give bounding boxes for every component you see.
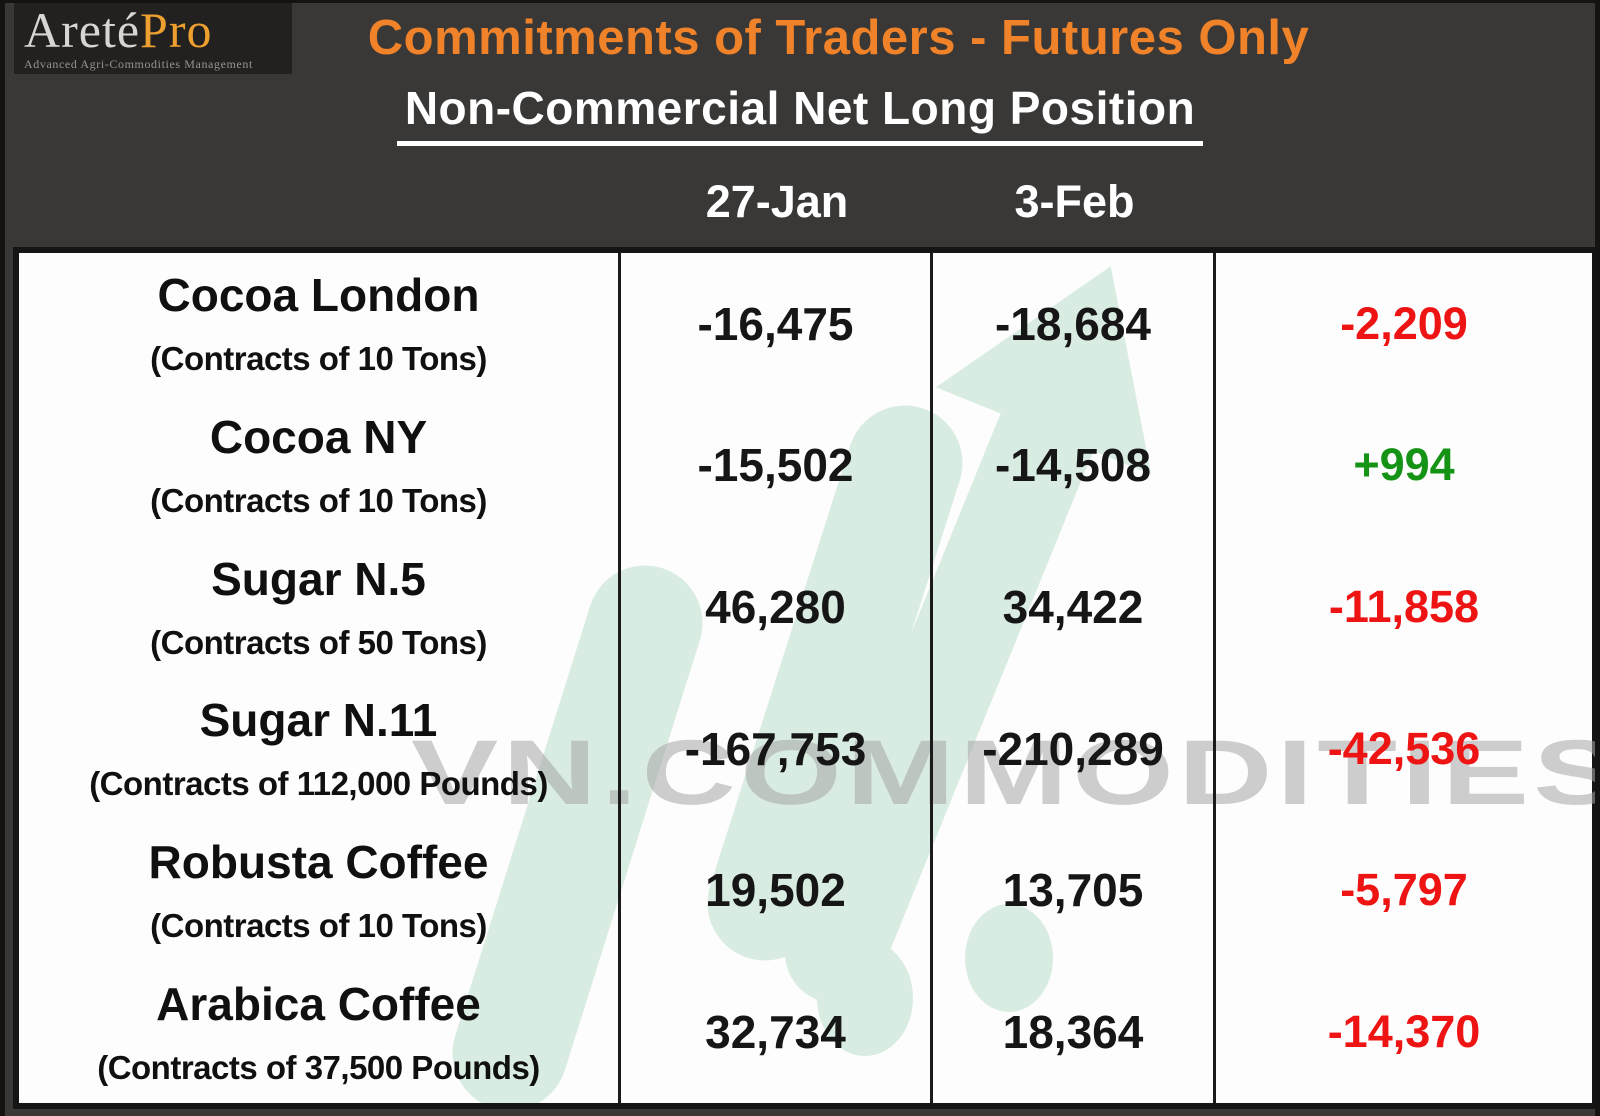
commodity-unit: (Contracts of 50 Tons) bbox=[150, 623, 487, 661]
value-cell-3feb: -210,289 bbox=[933, 678, 1216, 820]
logo-tagline: Advanced Agri-Commodities Management bbox=[24, 56, 253, 71]
commodity-name: Robusta Coffee bbox=[148, 835, 489, 888]
table-row-cocoa-ny-label: Cocoa NY (Contracts of 10 Tons) bbox=[19, 394, 621, 537]
commodity-name: Sugar N.5 bbox=[211, 552, 426, 605]
page-subtitle: Non-Commercial Net Long Position bbox=[396, 81, 1204, 146]
page-title: Commitments of Traders - Futures Only bbox=[367, 11, 1310, 65]
value-cell-3feb: 13,705 bbox=[933, 819, 1216, 962]
commodity-unit: (Contracts of 10 Tons) bbox=[150, 906, 487, 944]
commodity-unit: (Contracts of 37,500 Pounds) bbox=[97, 1048, 540, 1086]
table-row-sugar-n5-label: Sugar N.5 (Contracts of 50 Tons) bbox=[19, 536, 621, 678]
commodity-unit: (Contracts of 10 Tons) bbox=[150, 481, 487, 519]
value-cell-27jan: 32,734 bbox=[621, 961, 933, 1103]
table-row-sugar-n11-label: Sugar N.11 (Contracts of 112,000 Pounds) bbox=[19, 678, 621, 820]
change-cell: -5,797 bbox=[1340, 864, 1468, 916]
commodity-unit: (Contracts of 112,000 Pounds) bbox=[89, 765, 548, 803]
logo-wordmark: AretéPro bbox=[24, 5, 292, 55]
logo-text-pro: Pro bbox=[140, 1, 213, 58]
value-cell-27jan: -167,753 bbox=[621, 678, 933, 820]
change-cell: -14,370 bbox=[1327, 1006, 1481, 1058]
value-cell-3feb: -14,508 bbox=[933, 394, 1216, 537]
commodity-unit: (Contracts of 10 Tons) bbox=[150, 340, 487, 378]
value-cell-3feb: 18,364 bbox=[933, 961, 1216, 1103]
date-header-row: 27-Jan 3-Feb bbox=[5, 167, 1595, 237]
change-cell: -11,858 bbox=[1328, 581, 1480, 633]
change-cell: +994 bbox=[1353, 439, 1455, 491]
commodity-name: Cocoa London bbox=[157, 269, 480, 322]
trend-arrow-icon bbox=[452, 266, 1152, 1103]
change-cell: -42,536 bbox=[1327, 722, 1481, 774]
data-table: VN.COMMODITIES Cocoa London (Contracts o… bbox=[13, 247, 1600, 1109]
commodity-name: Cocoa NY bbox=[209, 410, 428, 463]
value-cell-3feb: 34,422 bbox=[933, 536, 1216, 678]
value-cell-27jan: -16,475 bbox=[621, 253, 933, 395]
table-row-arabica-coffee-label: Arabica Coffee (Contracts of 37,500 Poun… bbox=[19, 961, 621, 1103]
table-row-cocoa-london-label: Cocoa London (Contracts of 10 Tons) bbox=[19, 253, 621, 395]
column-header-3feb: 3-Feb bbox=[1014, 176, 1135, 227]
logo-text-arete: Areté bbox=[24, 1, 141, 58]
table-row-robusta-coffee-label: Robusta Coffee (Contracts of 10 Tons) bbox=[19, 819, 621, 962]
value-cell-27jan: 46,280 bbox=[621, 536, 933, 678]
commodity-name: Arabica Coffee bbox=[156, 977, 481, 1030]
aretepro-logo: AretéPro Advanced Agri-Commodities Manag… bbox=[14, 3, 292, 74]
commodity-name: Sugar N.11 bbox=[199, 694, 438, 747]
table-grid: Cocoa London (Contracts of 10 Tons) -16,… bbox=[19, 253, 1592, 1103]
value-cell-27jan: 19,502 bbox=[621, 819, 933, 962]
column-header-27jan: 27-Jan bbox=[705, 176, 849, 227]
value-cell-3feb: -18,684 bbox=[933, 253, 1216, 395]
value-cell-27jan: -15,502 bbox=[621, 394, 933, 537]
change-cell: -2,209 bbox=[1340, 297, 1468, 349]
watermark-text: VN.COMMODITIES bbox=[411, 722, 1600, 824]
page-subtitle-row: Non-Commercial Net Long Position bbox=[5, 81, 1595, 146]
